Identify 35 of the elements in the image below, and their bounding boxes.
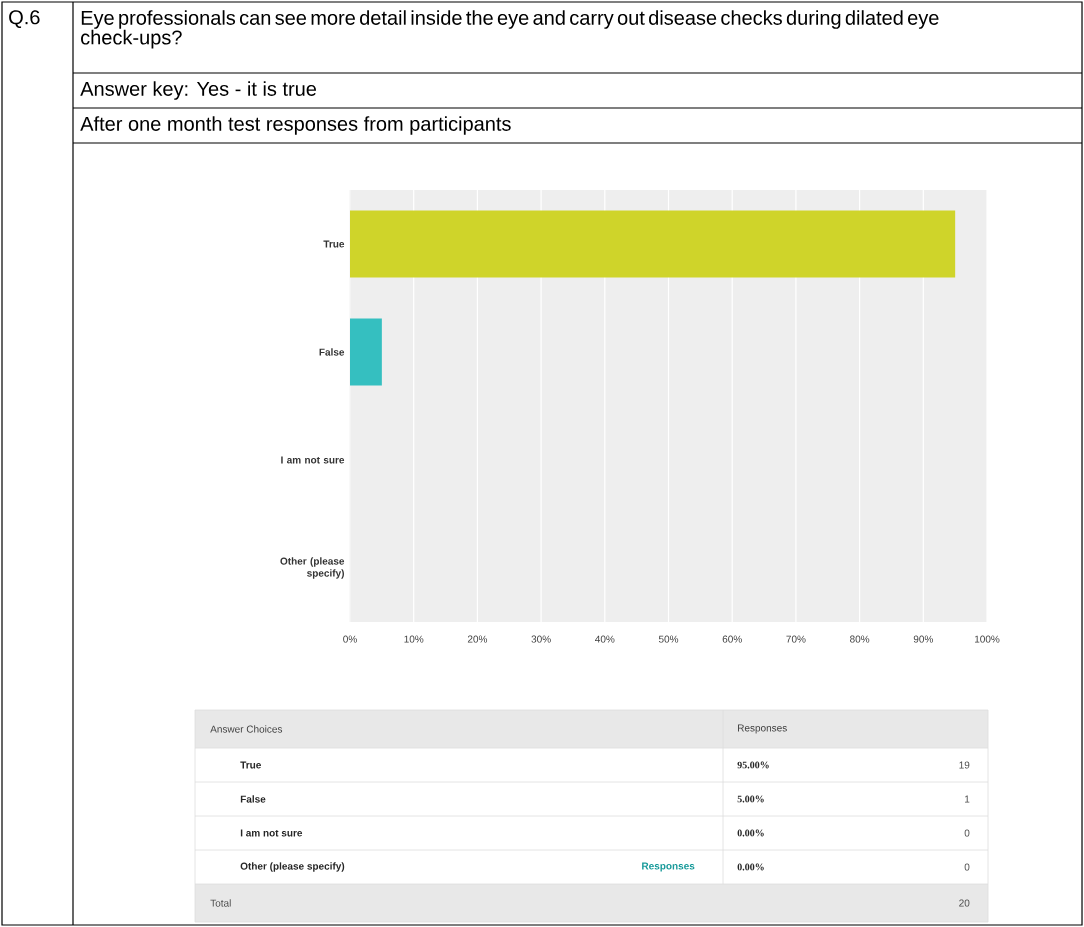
text: 0 [964, 863, 970, 871]
x-tick-label: 60% [722, 635, 742, 643]
text: Responses [642, 862, 695, 872]
category-label: I am not sure [240, 829, 303, 837]
x-tick-label: 10% [404, 635, 424, 643]
x-tick-label: 20% [467, 635, 488, 643]
x-tick-label: 70% [786, 635, 806, 643]
text: 0.00% [737, 829, 764, 837]
y-tick-label: True [323, 240, 345, 248]
text: 5.00% [737, 795, 764, 803]
text: 19 [959, 761, 970, 769]
text: After one month test responses from participants [80, 116, 511, 135]
text: 0 [964, 829, 970, 837]
x-tick-label: 80% [850, 635, 870, 643]
x-tick-label: 0% [343, 635, 357, 643]
category-label: True [240, 761, 261, 769]
y-tick-label: Other (please specify) [280, 557, 345, 579]
y-tick-label: I am not sure [281, 456, 345, 464]
text: 20 [959, 899, 970, 907]
text: Answer Choices [210, 725, 283, 733]
x-tick-label: 40% [595, 635, 615, 643]
x-tick-label: 90% [913, 635, 933, 643]
y-tick-label: False [319, 348, 345, 356]
text: 0.00% [737, 863, 764, 871]
x-tick-label: 50% [658, 635, 679, 643]
text: 1 [965, 795, 970, 803]
text: Q.6 [9, 10, 40, 28]
text: Responses [738, 724, 787, 734]
x-tick-label: 100% [974, 635, 1000, 643]
text: Total [210, 899, 231, 907]
x-tick-label: 30% [531, 635, 551, 643]
text: 95.00% [737, 761, 769, 769]
chart-subtitle: Answer key: Yes - it is true [80, 81, 317, 100]
category-label: False [240, 795, 266, 803]
chart-title: Eye professionals can see more detail inside the eye and carry out disease checks during dilated eye check-ups? [81, 10, 939, 49]
